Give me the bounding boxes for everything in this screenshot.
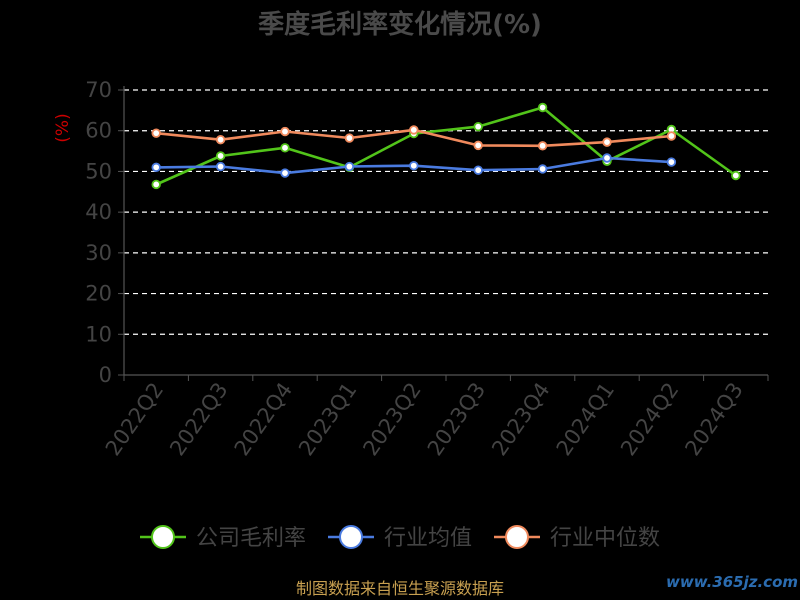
source-note: 制图数据来自恒生聚源数据库 (296, 579, 504, 598)
chart-title: 季度毛利率变化情况(%) (258, 9, 542, 40)
y-tick-label: 30 (85, 241, 112, 265)
data-point (280, 126, 290, 137)
data-point (151, 179, 161, 190)
y-tick-label: 60 (85, 119, 112, 143)
y-tick-label: 70 (85, 78, 112, 102)
x-tick-label: 2022Q4 (230, 378, 297, 460)
data-point (537, 102, 548, 113)
x-tick-label: 2024Q3 (680, 378, 747, 460)
data-point (151, 162, 161, 173)
data-point (280, 143, 290, 153)
series-line-0 (155, 106, 737, 186)
x-tick-label: 2024Q2 (616, 378, 683, 460)
data-point (731, 170, 741, 181)
legend-swatch-marker (151, 525, 175, 549)
data-point (215, 151, 226, 161)
legend-label: 行业均值 (384, 526, 472, 551)
y-tick-label: 0 (99, 363, 112, 387)
legend-swatch-marker (505, 525, 529, 549)
data-point (344, 161, 355, 172)
y-tick-label: 50 (85, 159, 112, 183)
data-point (666, 131, 677, 141)
x-tick-label: 2023Q2 (358, 378, 425, 460)
y-tick-label: 40 (85, 200, 112, 224)
data-point (280, 168, 290, 178)
data-point (215, 134, 226, 145)
data-point (151, 128, 161, 138)
data-point (666, 157, 677, 167)
x-tick-label: 2022Q3 (165, 378, 232, 460)
data-point (473, 121, 483, 132)
y-tick-label: 20 (85, 282, 112, 306)
y-tick-label: 10 (85, 322, 112, 346)
x-tick-label: 2023Q1 (294, 378, 361, 460)
legend-label: 公司毛利率 (196, 526, 306, 551)
data-point (602, 153, 612, 163)
legend: 公司毛利率 行业均值 行业中位数 (140, 525, 660, 551)
data-point (537, 164, 548, 174)
data-point (602, 137, 612, 147)
legend-label: 行业中位数 (550, 526, 660, 551)
y-axis-label: (%) (53, 113, 73, 142)
data-point (537, 141, 548, 151)
x-tick-label: 2023Q3 (423, 378, 490, 460)
x-tick-label: 2024Q1 (552, 378, 619, 460)
data-point (409, 161, 419, 171)
watermark: www.365jz.com (666, 573, 798, 591)
data-point (473, 165, 483, 175)
data-point (409, 125, 419, 135)
x-tick-label: 2022Q2 (101, 378, 168, 460)
data-point (215, 161, 226, 172)
x-tick-label: 2023Q4 (487, 378, 554, 460)
series-lines (151, 102, 741, 190)
legend-swatch-marker (339, 525, 363, 549)
data-point (344, 133, 355, 143)
data-point (473, 140, 483, 151)
